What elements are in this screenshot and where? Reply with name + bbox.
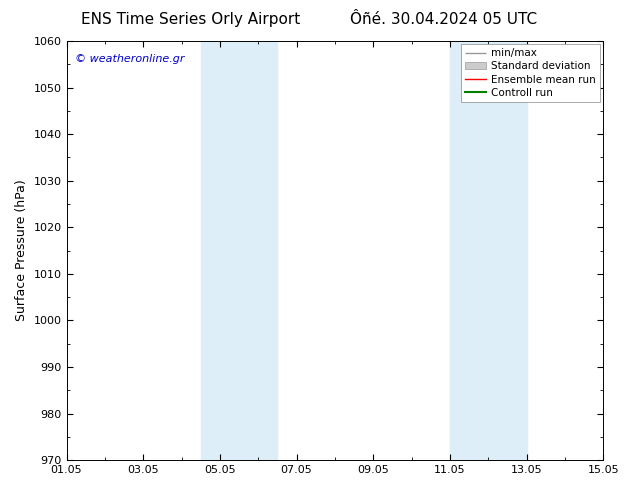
- Bar: [201, 41, 277, 460]
- Y-axis label: Surface Pressure (hPa): Surface Pressure (hPa): [15, 180, 28, 321]
- Legend: min/max, Standard deviation, Ensemble mean run, Controll run: min/max, Standard deviation, Ensemble me…: [461, 44, 600, 102]
- Text: ENS Time Series Orly Airport: ENS Time Series Orly Airport: [81, 12, 300, 27]
- Text: Ôñé. 30.04.2024 05 UTC: Ôñé. 30.04.2024 05 UTC: [350, 12, 538, 27]
- Bar: [450, 41, 526, 460]
- Text: © weatheronline.gr: © weatheronline.gr: [75, 53, 184, 64]
